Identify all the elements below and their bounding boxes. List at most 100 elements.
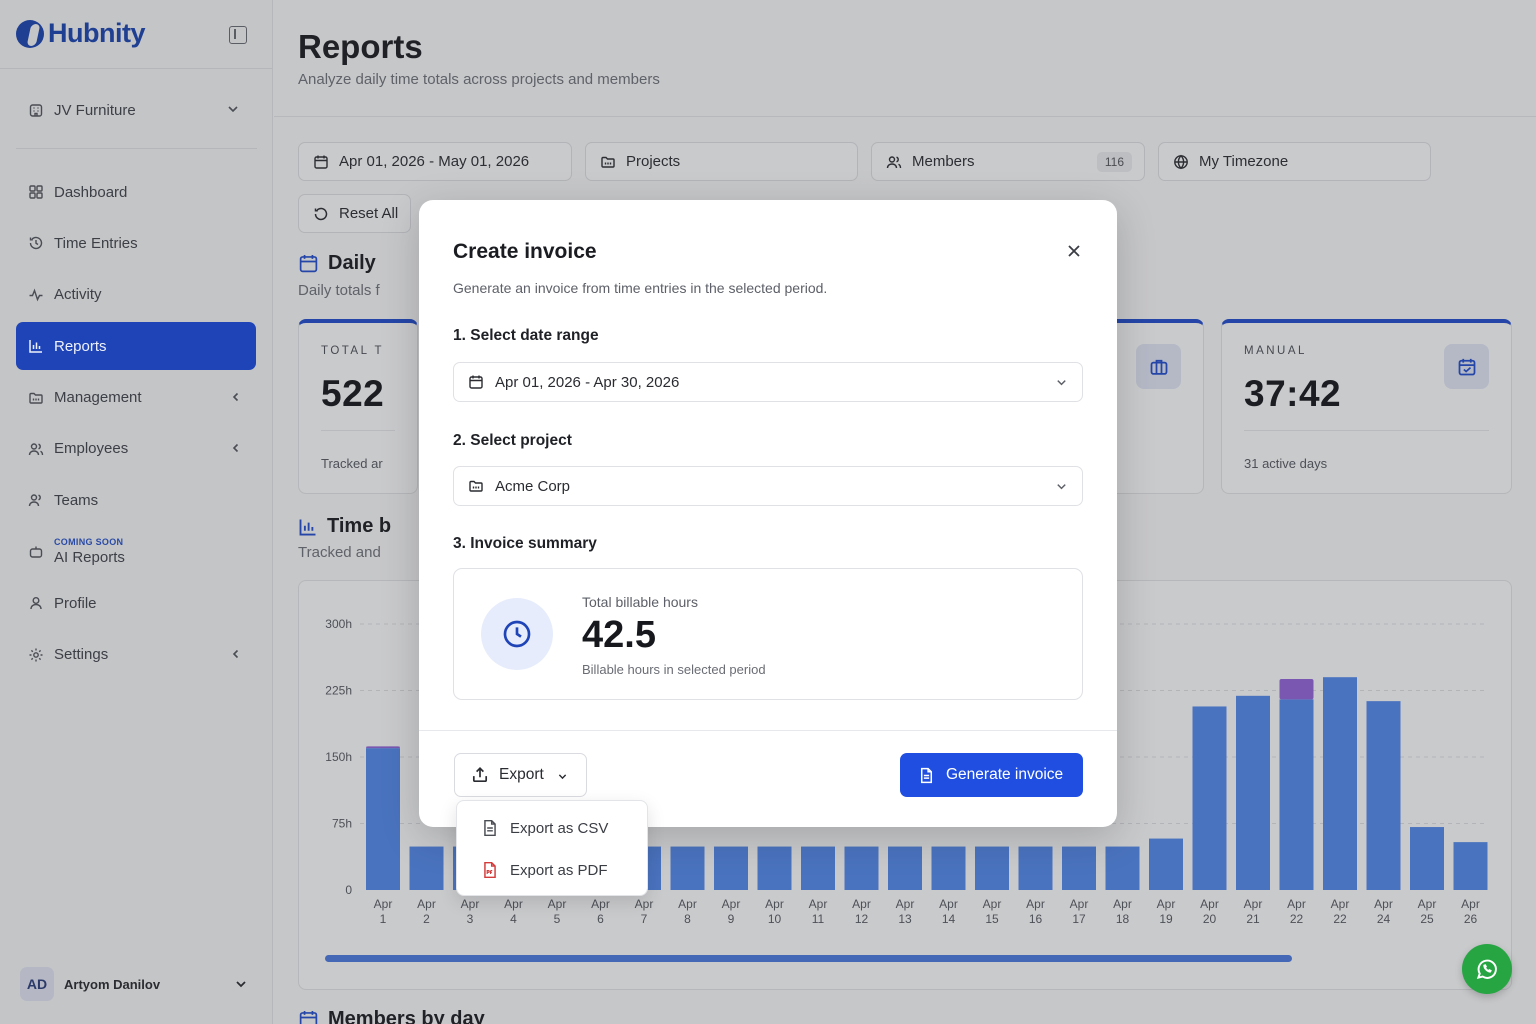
gear-icon [28,647,44,663]
date-range-filter[interactable]: Apr 01, 2026 - May 01, 2026 [298,142,572,181]
invoice-summary-box: Total billable hours 42.5 Billable hours… [453,568,1083,700]
user-menu[interactable]: AD Artyom Danilov [20,966,252,1002]
invoice-date-range-select[interactable]: Apr 01, 2026 - Apr 30, 2026 [453,362,1083,402]
chevron-down-icon [1057,484,1066,490]
export-pdf-option[interactable]: Export as PDF [463,849,641,891]
sidebar-item-settings[interactable]: Settings [16,631,256,679]
sidebar-collapse-icon[interactable] [229,26,247,44]
chevron-left-icon [232,649,239,658]
divider [1244,430,1489,431]
reset-all-label: Reset All [339,205,399,222]
export-csv-option[interactable]: Export as CSV [463,807,641,849]
sidebar-item-label: Activity [54,286,102,304]
coming-soon-badge: COMING SOON [54,537,124,548]
organization-select[interactable]: JV Furniture [28,96,244,124]
modal-title: Create invoice [453,240,597,263]
time-section-title: Time b [327,515,392,537]
manual-time-label: MANUAL [1244,345,1307,357]
folder-icon [28,390,44,406]
users-icon [28,441,44,457]
avatar: AD [20,967,54,1001]
sidebar-item-dashboard[interactable]: Dashboard [16,168,256,216]
close-icon[interactable] [1063,240,1085,262]
export-pdf-label: Export as PDF [510,861,608,879]
sidebar-item-label: AI Reports [54,549,125,567]
total-time-label: TOTAL T [321,345,385,357]
sidebar-item-teams[interactable]: Teams [16,476,256,524]
sidebar-item-ai-reports[interactable]: COMING SOON AI Reports [16,528,256,576]
divider [419,730,1117,731]
pdf-file-icon [484,861,496,879]
timezone-filter[interactable]: My Timezone [1158,142,1431,181]
generate-invoice-label: Generate invoice [946,766,1064,783]
sidebar-item-management[interactable]: Management [16,374,256,422]
sidebar-item-employees[interactable]: Employees [16,425,256,473]
file-text-icon [920,767,933,783]
user-icon [28,595,44,611]
calendar-icon [299,254,318,273]
team-icon [28,492,44,508]
chevron-left-icon [232,443,239,453]
total-time-card: TOTAL T 522 Tracked ar [298,319,418,494]
sidebar-item-activity[interactable]: Activity [16,271,256,319]
members-section-title: Members by day [328,1008,485,1024]
invoice-date-range-value: Apr 01, 2026 - Apr 30, 2026 [495,373,680,391]
step-summary-label: 3. Invoice summary [453,535,597,552]
manual-time-footnote: 31 active days [1244,456,1328,471]
chart-horizontal-scrollbar[interactable] [325,955,1292,962]
whatsapp-icon [1476,959,1497,980]
sidebar-item-label: Management [54,389,142,407]
chevron-down-icon [558,774,567,780]
history-icon [28,235,44,251]
sidebar-item-label: Employees [54,440,129,458]
user-name: Artyom Danilov [64,976,161,992]
sidebar-item-label: Settings [54,646,109,664]
members-filter-label: Members [912,153,975,170]
projects-filter-label: Projects [626,153,681,170]
billable-hours-footnote: Billable hours in selected period [582,662,766,677]
sidebar-nav: Dashboard Time Entries Activity Reports … [16,168,256,682]
folder-icon [601,156,615,168]
daily-title: Daily [328,252,376,274]
page-title: Reports [298,28,423,65]
divider [16,148,257,149]
sidebar-item-time-entries[interactable]: Time Entries [16,219,256,267]
clock-icon [481,598,553,670]
total-time-value: 522 [321,373,385,414]
divider [274,116,1536,117]
export-dropdown-menu: Export as CSV Export as PDF [456,800,648,896]
sidebar-item-profile[interactable]: Profile [16,579,256,627]
rotate-ccw-icon [314,207,328,220]
sidebar-item-label: Dashboard [54,183,128,201]
chevron-left-icon [232,392,239,401]
sidebar: Hubnity JV Furniture Dashboard Time Entr… [0,0,273,1024]
timezone-label: My Timezone [1199,153,1289,170]
generate-invoice-button[interactable]: Generate invoice [900,753,1083,797]
total-time-footnote: Tracked ar [321,456,383,471]
brand-logo[interactable]: Hubnity [16,18,146,49]
export-button[interactable]: Export [454,753,587,797]
calendar-icon [299,1010,318,1024]
grid-icon [28,184,44,200]
brand-name: Hubnity [48,18,146,48]
sidebar-item-reports[interactable]: Reports [16,322,256,371]
sidebar-item-label: Time Entries [54,234,138,252]
billable-hours-label: Total billable hours [582,594,698,610]
sidebar-item-label: Teams [54,491,99,509]
divider [0,68,273,69]
bar-chart-icon [299,519,316,535]
invoice-project-select[interactable]: Acme Corp [453,466,1083,506]
briefcase-icon [1136,344,1181,389]
manual-time-value: 37:42 [1244,373,1342,414]
reset-all-button[interactable]: Reset All [298,194,411,233]
projects-filter[interactable]: Projects [585,142,858,181]
members-section-heading: Members by day [298,1008,485,1024]
create-invoice-modal: Create invoice Generate an invoice from … [419,200,1117,827]
bar-chart-icon [28,338,44,354]
sidebar-item-label: Profile [54,594,97,612]
members-filter[interactable]: Members 116 [871,142,1145,181]
globe-icon [1174,154,1188,169]
chevron-down-icon [1057,380,1066,386]
whatsapp-chat-button[interactable] [1462,944,1512,994]
step-date-range-label: 1. Select date range [453,327,599,344]
